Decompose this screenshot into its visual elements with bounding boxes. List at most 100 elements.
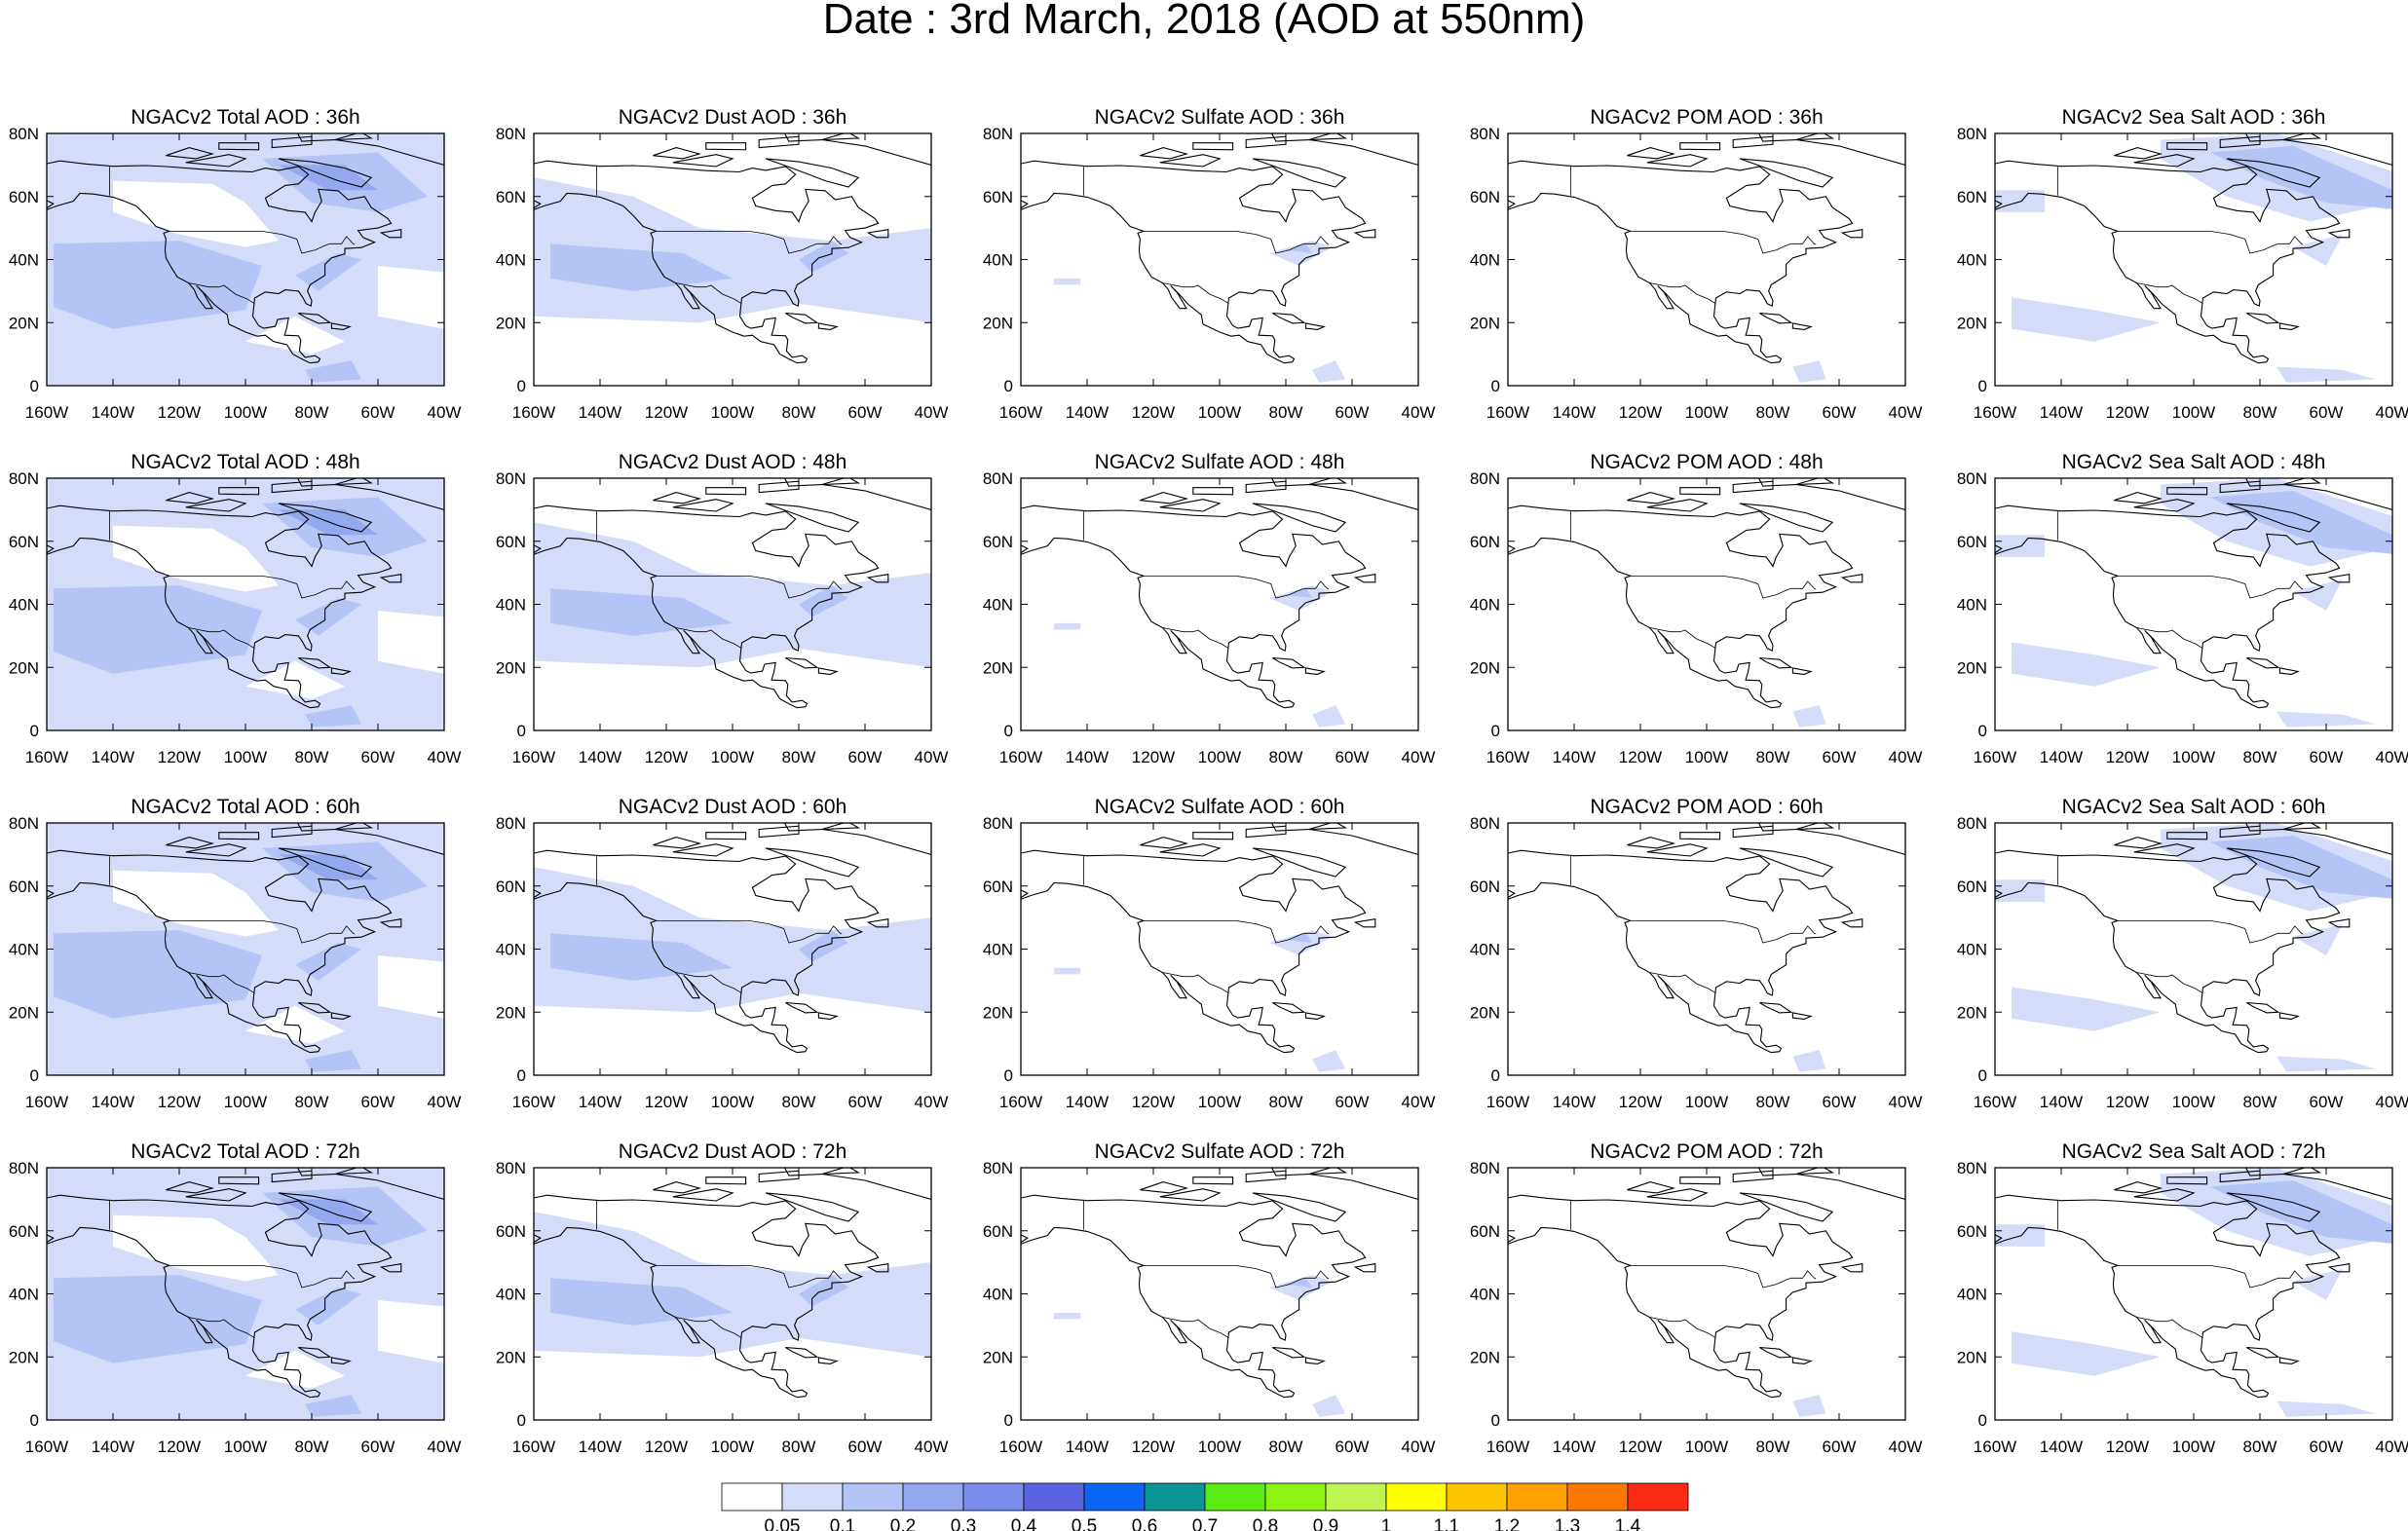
island-outline <box>2327 918 2351 928</box>
island-outline <box>2282 133 2392 166</box>
panel-title: NGACv2 Sulfate AOD : 60h <box>1095 796 1345 818</box>
y-tick-label: 80N <box>1470 814 1500 833</box>
island-outline <box>1732 825 1774 839</box>
map-panel: 160W 140W 120W 100W 80W 60W 40W 0 20N 40N 60N 80N NG… <box>496 796 949 1111</box>
x-tick-label: 60W <box>361 403 395 422</box>
island-outline <box>1272 1346 1306 1359</box>
island-outline <box>758 1170 800 1183</box>
aod-contour <box>1792 1050 1826 1072</box>
x-tick-label: 80W <box>2243 1438 2277 1456</box>
island-outline <box>1791 667 1813 675</box>
x-tick-label: 60W <box>361 1438 395 1456</box>
map-panel: 160W 140W 120W 100W 80W 60W 40W 0 20N 40N 60N 80N NG… <box>1957 106 2408 422</box>
island-outline <box>379 229 402 239</box>
island-outline <box>1627 147 1676 160</box>
coastline <box>534 1168 931 1399</box>
x-tick-label: 60W <box>1823 1093 1857 1111</box>
y-tick-label: 80N <box>1470 125 1500 143</box>
island-outline <box>2282 823 2392 855</box>
us-canada-border <box>2116 920 2304 944</box>
island-outline <box>185 1188 247 1202</box>
island-outline <box>2246 1346 2280 1359</box>
y-tick-label: 60N <box>1470 878 1500 896</box>
us-mexico-border <box>675 627 742 650</box>
island-outline <box>296 478 374 487</box>
x-tick-label: 60W <box>1336 403 1370 422</box>
y-tick-label: 80N <box>983 1159 1013 1177</box>
x-tick-label: 120W <box>1132 748 1175 766</box>
island-outline <box>2166 1176 2208 1185</box>
x-tick-label: 100W <box>1685 1438 1728 1456</box>
colorbar-label: 0.3 <box>951 1516 976 1531</box>
y-tick-label: 60N <box>496 533 526 551</box>
island-outline <box>758 825 800 839</box>
island-outline <box>817 1357 839 1364</box>
aod-field <box>1995 133 2392 383</box>
aod-contour <box>378 266 444 329</box>
x-tick-label: 120W <box>2106 1438 2149 1456</box>
colorbar-swatch <box>721 1482 783 1512</box>
coastline <box>1021 823 1418 1054</box>
x-tick-label: 120W <box>645 403 688 422</box>
y-tick-label: 20N <box>983 1348 1013 1366</box>
y-tick-label: 20N <box>1470 1003 1500 1022</box>
island-outline <box>1304 322 1326 330</box>
x-tick-label: 140W <box>2040 403 2083 422</box>
island-outline <box>653 1181 702 1194</box>
x-tick-label: 120W <box>1132 1438 1175 1456</box>
island-outline <box>1840 1263 1863 1273</box>
island-outline <box>821 478 931 510</box>
y-tick-label: 80N <box>9 125 39 143</box>
panel-title: NGACv2 Dust AOD : 48h <box>619 451 847 473</box>
y-tick-label: 80N <box>9 814 39 833</box>
x-tick-label: 160W <box>512 403 555 422</box>
continent-outline <box>1021 849 1367 1054</box>
x-tick-label: 140W <box>579 748 621 766</box>
map-panel: 160W 140W 120W 100W 80W 60W 40W 0 20N 40N 60N 80N NG… <box>9 1140 462 1456</box>
us-canada-border <box>2116 230 2304 254</box>
us-mexico-border <box>675 972 742 994</box>
y-tick-label: 60N <box>496 188 526 206</box>
map-panel: 160W 140W 120W 100W 80W 60W 40W 0 20N 40N 60N 80N NG… <box>1470 1140 1923 1456</box>
x-tick-label: 40W <box>2376 1438 2408 1456</box>
island-outline <box>1759 1346 1793 1359</box>
panel-title: NGACv2 Total AOD : 72h <box>131 1140 359 1163</box>
y-tick-label: 80N <box>1957 125 1987 143</box>
y-tick-label: 80N <box>9 1159 39 1177</box>
us-mexico-border <box>675 1317 742 1339</box>
island-outline <box>296 823 374 832</box>
y-tick-label: 0 <box>30 377 39 395</box>
y-tick-label: 40N <box>496 251 526 270</box>
aod-contour <box>113 870 279 937</box>
island-outline <box>185 843 247 857</box>
island-outline <box>1270 133 1348 142</box>
aod-field <box>1054 585 1346 728</box>
continent-outline <box>1508 849 1854 1054</box>
island-outline <box>672 1188 734 1202</box>
x-tick-label: 120W <box>1619 1438 1662 1456</box>
island-outline <box>1757 1168 1835 1176</box>
aod-contour <box>1269 930 1333 955</box>
aod-field <box>534 867 931 1013</box>
island-outline <box>2226 503 2321 533</box>
aod-contour <box>1312 360 1346 383</box>
coastline <box>1508 823 1905 1054</box>
island-outline <box>758 135 800 149</box>
colorbar-swatch <box>1446 1482 1508 1512</box>
island-outline <box>1159 1188 1222 1202</box>
y-tick-label: 60N <box>9 1222 39 1241</box>
aod-field <box>1995 478 2392 728</box>
island-outline <box>2114 492 2163 504</box>
colorbar-swatch <box>781 1482 844 1512</box>
y-tick-label: 80N <box>983 469 1013 488</box>
island-outline <box>1739 503 1834 533</box>
x-tick-label: 40W <box>2376 748 2408 766</box>
island-outline <box>1732 1170 1774 1183</box>
coastline <box>1995 823 2392 1054</box>
coastline <box>1021 133 1418 364</box>
y-tick-label: 80N <box>1470 1159 1500 1177</box>
island-outline <box>1353 918 1376 928</box>
y-tick-label: 40N <box>496 596 526 615</box>
island-outline <box>1759 1001 1793 1014</box>
y-tick-label: 40N <box>1957 251 1987 270</box>
